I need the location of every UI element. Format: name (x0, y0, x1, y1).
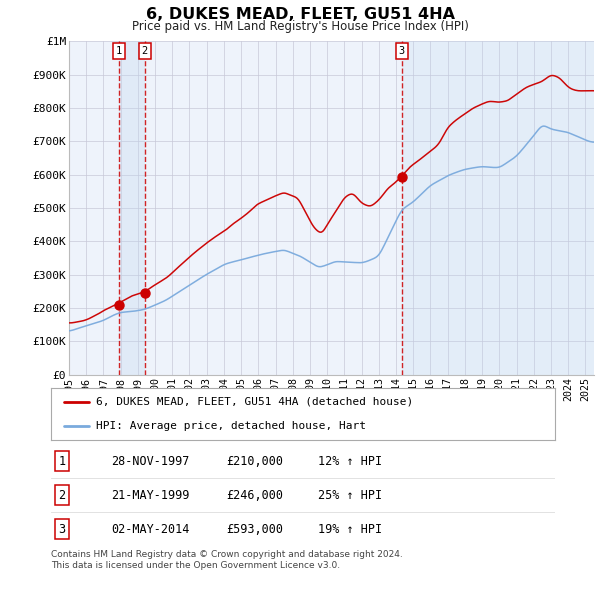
Text: 2: 2 (142, 46, 148, 56)
Text: Contains HM Land Registry data © Crown copyright and database right 2024.: Contains HM Land Registry data © Crown c… (51, 550, 403, 559)
Text: 6, DUKES MEAD, FLEET, GU51 4HA (detached house): 6, DUKES MEAD, FLEET, GU51 4HA (detached… (97, 396, 413, 407)
Text: £210,000: £210,000 (226, 454, 283, 467)
Text: 02-MAY-2014: 02-MAY-2014 (112, 523, 190, 536)
Text: 6, DUKES MEAD, FLEET, GU51 4HA: 6, DUKES MEAD, FLEET, GU51 4HA (146, 7, 455, 22)
Text: £246,000: £246,000 (226, 489, 283, 502)
Text: 19% ↑ HPI: 19% ↑ HPI (318, 523, 382, 536)
Text: 25% ↑ HPI: 25% ↑ HPI (318, 489, 382, 502)
Text: Price paid vs. HM Land Registry's House Price Index (HPI): Price paid vs. HM Land Registry's House … (131, 20, 469, 33)
Text: 2: 2 (59, 489, 65, 502)
Bar (119, 41, 145, 375)
Text: 1: 1 (59, 454, 65, 467)
Text: This data is licensed under the Open Government Licence v3.0.: This data is licensed under the Open Gov… (51, 560, 340, 569)
Text: 3: 3 (59, 523, 65, 536)
Text: 28-NOV-1997: 28-NOV-1997 (112, 454, 190, 467)
Text: 21-MAY-1999: 21-MAY-1999 (112, 489, 190, 502)
Text: HPI: Average price, detached house, Hart: HPI: Average price, detached house, Hart (97, 421, 367, 431)
Text: 3: 3 (398, 46, 405, 56)
Bar (402, 41, 594, 375)
Text: 1: 1 (116, 46, 122, 56)
Text: 12% ↑ HPI: 12% ↑ HPI (318, 454, 382, 467)
Text: £593,000: £593,000 (226, 523, 283, 536)
